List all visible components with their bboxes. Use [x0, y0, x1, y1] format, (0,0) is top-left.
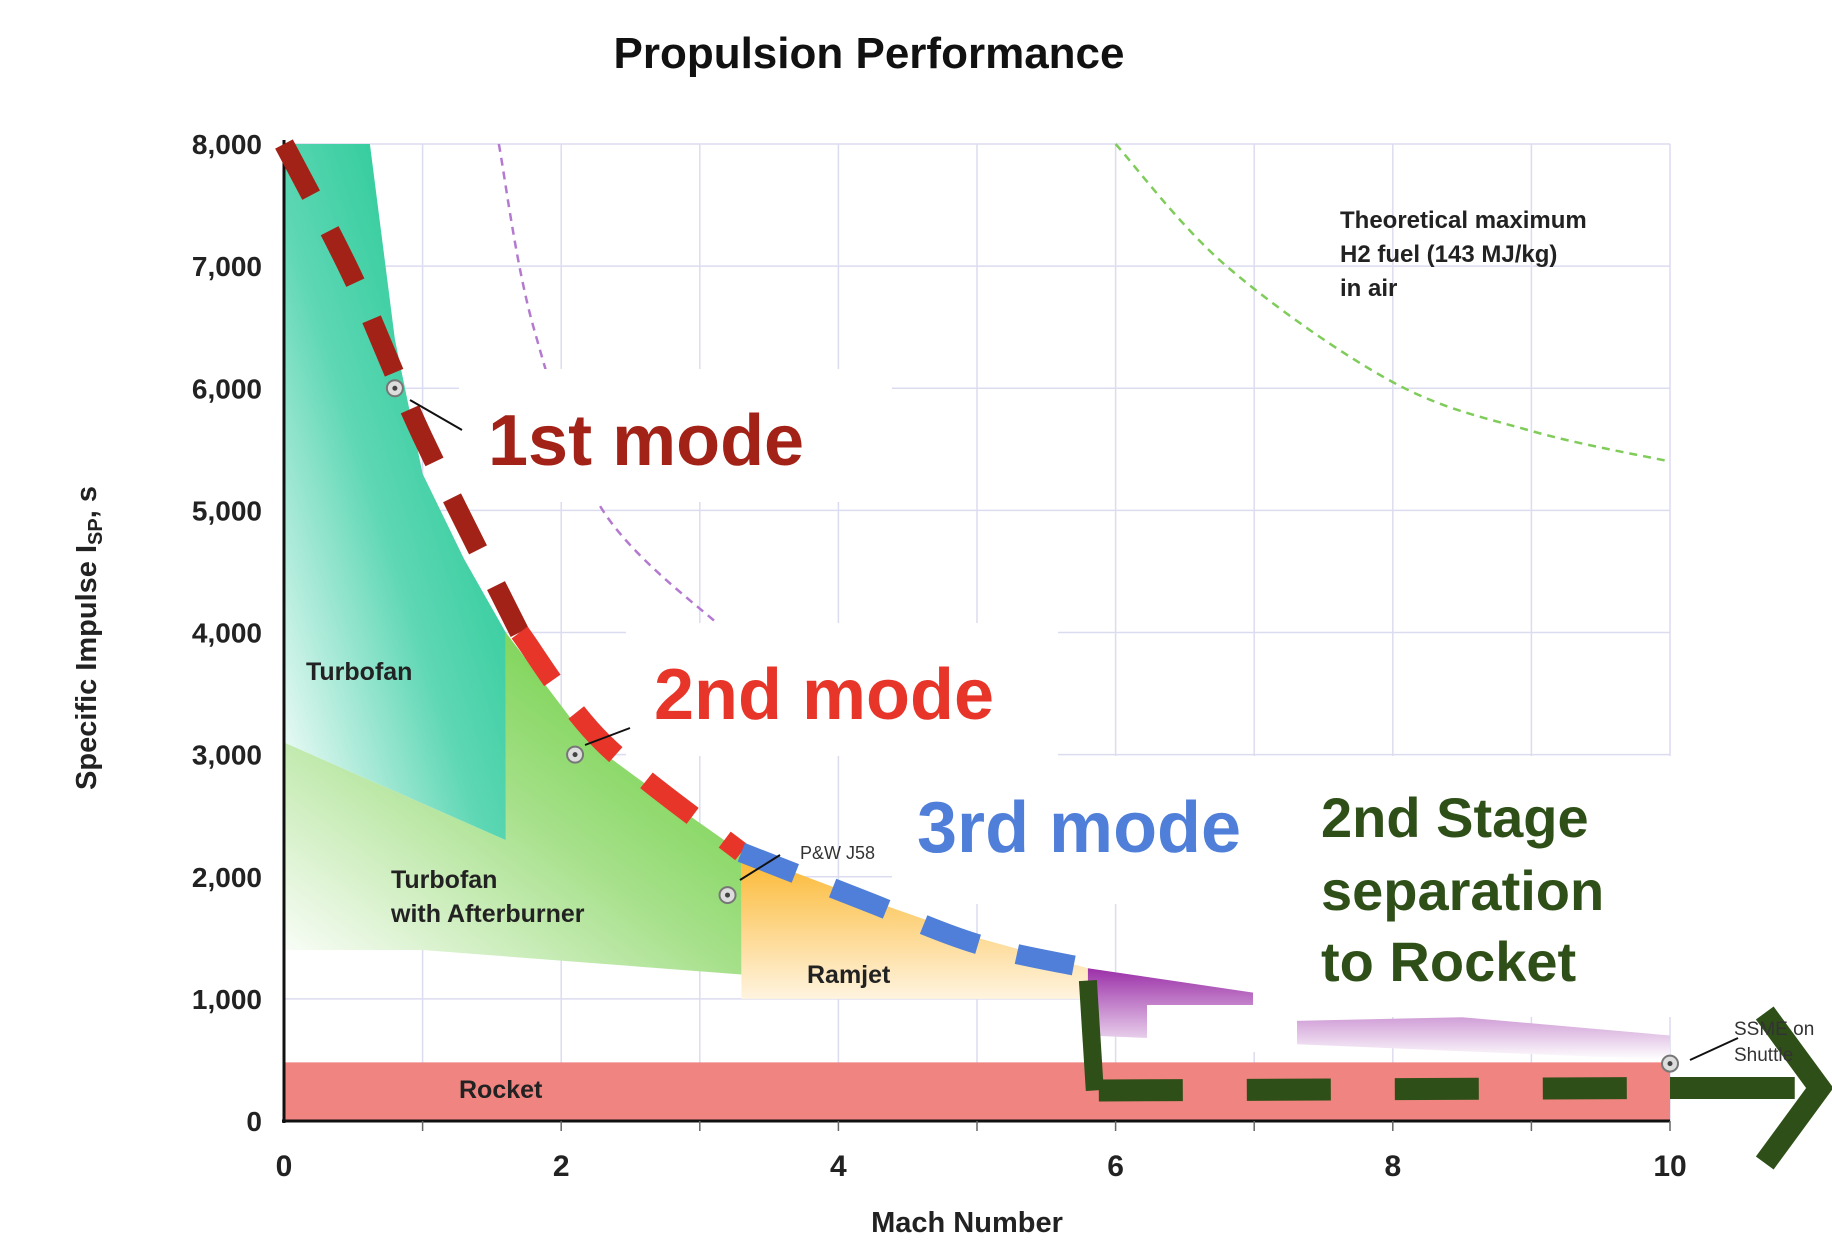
label-theoretical-3: in air: [1340, 275, 1397, 302]
y-tick-label: 7,000: [192, 251, 262, 282]
y-axis-label: Specific Impulse ISP, s: [71, 486, 107, 790]
region-turbofan-with-afterburner: [284, 632, 742, 975]
reference-point-center: [725, 892, 731, 898]
reference-dashed-curve: [1114, 143, 1671, 463]
region-turbofan: [284, 144, 506, 841]
region-label-ramjet: Ramjet: [807, 961, 891, 989]
label-background: [626, 623, 1058, 756]
mode3-label: 3rd mode: [917, 788, 1241, 868]
y-tick-label: 4,000: [192, 618, 262, 649]
region-label-afterburner-2: with Afterburner: [390, 900, 585, 928]
stage-sep-dashed-line: [1098, 1077, 1651, 1102]
x-tick-label: 4: [830, 1150, 847, 1183]
y-axis-label-unit: , s: [71, 486, 103, 518]
mode-overlays: [275, 139, 1832, 1170]
mode2-label: 2nd mode: [654, 655, 994, 735]
label-background: [1253, 756, 1678, 1017]
label-backgrounds: [459, 369, 1678, 1052]
region-label-turbofan: Turbofan: [306, 658, 412, 686]
y-tick-label: 2,000: [192, 862, 262, 893]
mode1-label: 1st mode: [488, 401, 804, 481]
label-background: [1147, 1005, 1297, 1052]
y-tick-label: 6,000: [192, 373, 262, 404]
region-label-afterburner-1: Turbofan: [391, 866, 497, 894]
x-tick-label: 0: [276, 1150, 293, 1183]
reference-points: [385, 379, 1739, 1073]
x-tick-label: 2: [553, 1150, 570, 1183]
chart-title: Propulsion Performance: [613, 29, 1124, 78]
y-tick-label: 3,000: [192, 740, 262, 771]
label-background: [459, 369, 892, 502]
label-theoretical-2: H2 fuel (143 MJ/kg): [1340, 241, 1557, 268]
region-ramjet: [741, 852, 1088, 999]
reference-point-center: [1667, 1061, 1673, 1067]
x-tick-label: 8: [1384, 1150, 1401, 1183]
mode1-dashed-line: [275, 139, 529, 637]
mode3-dashed-line: [737, 843, 1091, 979]
label-ssme-2: Shuttle: [1734, 1045, 1793, 1066]
x-tick-label: 6: [1107, 1150, 1124, 1183]
y-tick-label: 0: [246, 1106, 262, 1137]
regions: [284, 144, 1670, 1121]
axes: 0 1,000 2,000 3,000 4,000 5,000 6,000 7,000 8,00…: [192, 129, 1687, 1183]
stage-sep-label-3: to Rocket: [1321, 930, 1576, 993]
region-rocket: [284, 1062, 1670, 1121]
stage-sep-label-1: 2nd Stage: [1321, 786, 1589, 849]
x-axis-label: Mach Number: [871, 1207, 1063, 1239]
reference-point-center: [392, 385, 398, 391]
y-tick-label: 8,000: [192, 129, 262, 160]
arrow-right-icon: [1755, 1006, 1832, 1170]
pointer-arrow: [739, 854, 781, 881]
mode2-dashed-line: [511, 626, 748, 861]
label-ssme-1: SSME on: [1734, 1019, 1814, 1040]
y-tick-label: 1,000: [192, 984, 262, 1015]
y-axis-label-sub: SP: [85, 518, 107, 545]
y-tick-label: 5,000: [192, 495, 262, 526]
label-theoretical-1: Theoretical maximum: [1340, 207, 1587, 234]
x-tick-label: 10: [1653, 1150, 1686, 1183]
pointer-arrow: [1689, 1037, 1739, 1061]
reference-point-center: [572, 752, 578, 758]
pointer-arrow: [584, 727, 631, 746]
label-pw-j58: P&W J58: [800, 843, 875, 863]
pointer-arrow: [409, 399, 463, 431]
stage-sep-label-2: separation: [1321, 859, 1604, 922]
stage-sep-vertical-line: [1078, 979, 1104, 1092]
label-background: [892, 756, 1253, 904]
y-axis-label-main: Specific Impulse I: [71, 545, 103, 790]
region-label-rocket: Rocket: [459, 1076, 543, 1104]
